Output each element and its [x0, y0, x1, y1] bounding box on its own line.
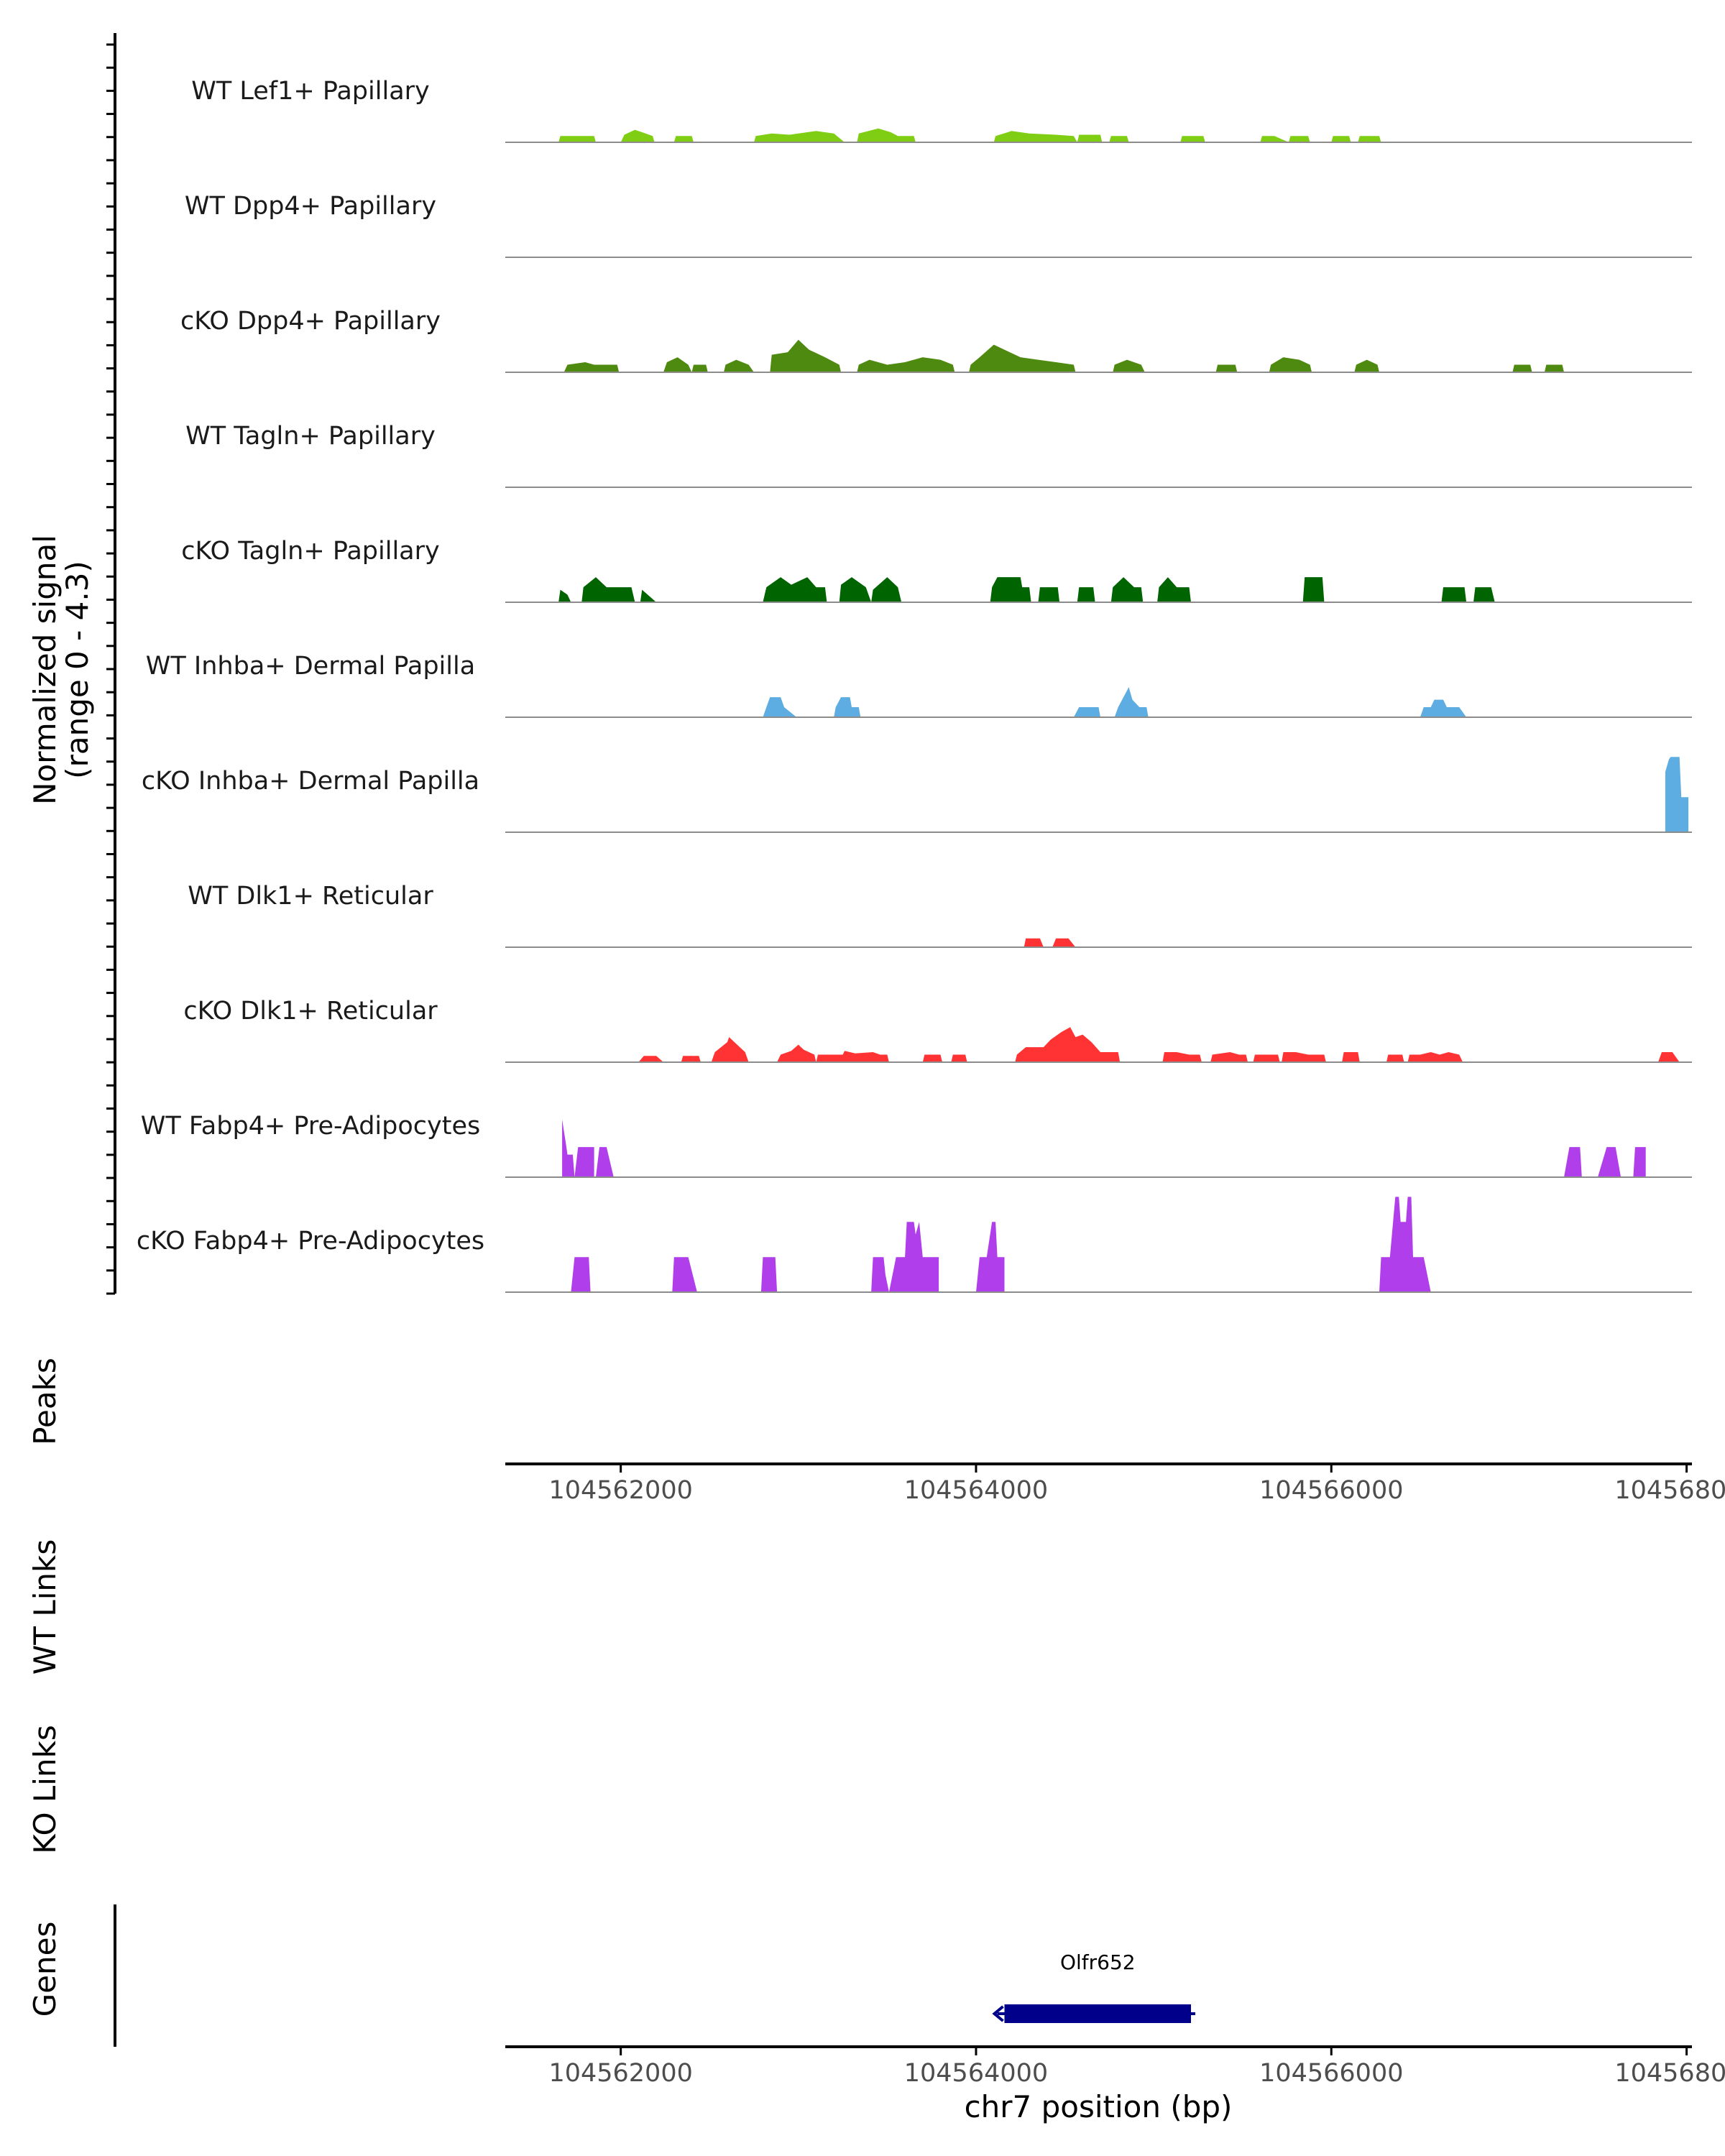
- x-axis-tick-label: 104566000: [1259, 2059, 1403, 2088]
- track-wt-inhba-dermal-papilla: WT Inhba+ Dermal Papilla: [146, 652, 1692, 718]
- track-cko-dpp4-papillary: cKO Dpp4+ Papillary: [180, 307, 1692, 373]
- track-label: cKO Tagln+ Papillary: [181, 537, 440, 566]
- x-axis-tick-label: 104564000: [904, 1476, 1048, 1505]
- signal-y-axis: [106, 33, 116, 1295]
- y-axis-range-label: (range 0 - 4.3): [60, 561, 95, 779]
- coverage-area: [564, 339, 1564, 372]
- coverage-area: [571, 1197, 1431, 1292]
- genes-x-axis: 104562000 104564000 104566000 104568000: [548, 2047, 1725, 2088]
- x-axis-tick-label: 104566000: [1259, 1476, 1403, 1505]
- x-axis-tick-label: 104562000: [548, 1476, 692, 1505]
- y-axis-label: Normalized signal: [27, 535, 63, 805]
- track-label: WT Inhba+ Dermal Papilla: [146, 652, 475, 681]
- x-axis-tick-label: 104564000: [904, 2059, 1048, 2088]
- track-cko-inhba-dermal-papilla: cKO Inhba+ Dermal Papilla: [142, 757, 1692, 833]
- track-label: WT Fabp4+ Pre-Adipocytes: [141, 1112, 480, 1141]
- gene-olfr652: Olfr652: [992, 1950, 1196, 2023]
- track-label: WT Dpp4+ Papillary: [185, 192, 436, 221]
- x-axis-tick-label: 104568000: [1614, 1476, 1725, 1505]
- x-axis-label: chr7 position (bp): [965, 2089, 1233, 2124]
- x-axis-tick-label: 104568000: [1614, 2059, 1725, 2088]
- coverage-area: [1665, 757, 1689, 832]
- wt-links-track-label: WT Links: [27, 1539, 63, 1674]
- track-wt-dlk1-reticular: WT Dlk1+ Reticular: [188, 882, 1692, 948]
- coverage-area: [558, 577, 1495, 602]
- track-label: cKO Dpp4+ Papillary: [180, 307, 441, 336]
- gene-track: Olfr652: [992, 1950, 1196, 2023]
- peaks-x-axis: 104562000 104564000 104566000 104568000: [548, 1464, 1725, 1505]
- peaks-track-label: Peaks: [27, 1358, 63, 1445]
- track-cko-tagln-papillary: cKO Tagln+ Papillary: [181, 537, 1692, 603]
- coverage-area: [638, 1027, 1680, 1062]
- x-axis-tick-label: 104562000: [548, 2059, 692, 2088]
- coverage-area: [558, 128, 1381, 142]
- track-label: WT Lef1+ Papillary: [191, 77, 430, 106]
- track-label: cKO Inhba+ Dermal Papilla: [142, 767, 479, 796]
- track-cko-dlk1-reticular: cKO Dlk1+ Reticular: [183, 997, 1692, 1063]
- gene-name-label: Olfr652: [1060, 1950, 1136, 1974]
- track-label: WT Tagln+ Papillary: [185, 422, 436, 451]
- coverage-area: [763, 687, 1467, 717]
- track-cko-fabp4-pre-adipocytes: cKO Fabp4+ Pre-Adipocytes: [137, 1197, 1692, 1293]
- track-wt-dpp4-papillary: WT Dpp4+ Papillary: [185, 192, 1692, 258]
- ko-links-track-label: KO Links: [27, 1725, 63, 1854]
- signal-tracks: WT Lef1+ Papillary WT Dpp4+ Papillary cKO …: [137, 77, 1692, 1293]
- genes-track-label: Genes: [27, 1922, 63, 2017]
- track-label: WT Dlk1+ Reticular: [188, 882, 433, 911]
- coverage-area: [1024, 938, 1076, 947]
- coverage-area: [562, 1119, 1646, 1177]
- track-label: cKO Dlk1+ Reticular: [183, 997, 438, 1026]
- gene-exon: [1004, 2004, 1192, 2023]
- track-wt-tagln-papillary: WT Tagln+ Papillary: [185, 422, 1692, 488]
- track-wt-fabp4-pre-adipocytes: WT Fabp4+ Pre-Adipocytes: [141, 1112, 1692, 1178]
- track-label: cKO Fabp4+ Pre-Adipocytes: [137, 1227, 484, 1256]
- track-wt-lef1-papillary: WT Lef1+ Papillary: [191, 77, 1692, 143]
- strand-arrow: [992, 2005, 1004, 2022]
